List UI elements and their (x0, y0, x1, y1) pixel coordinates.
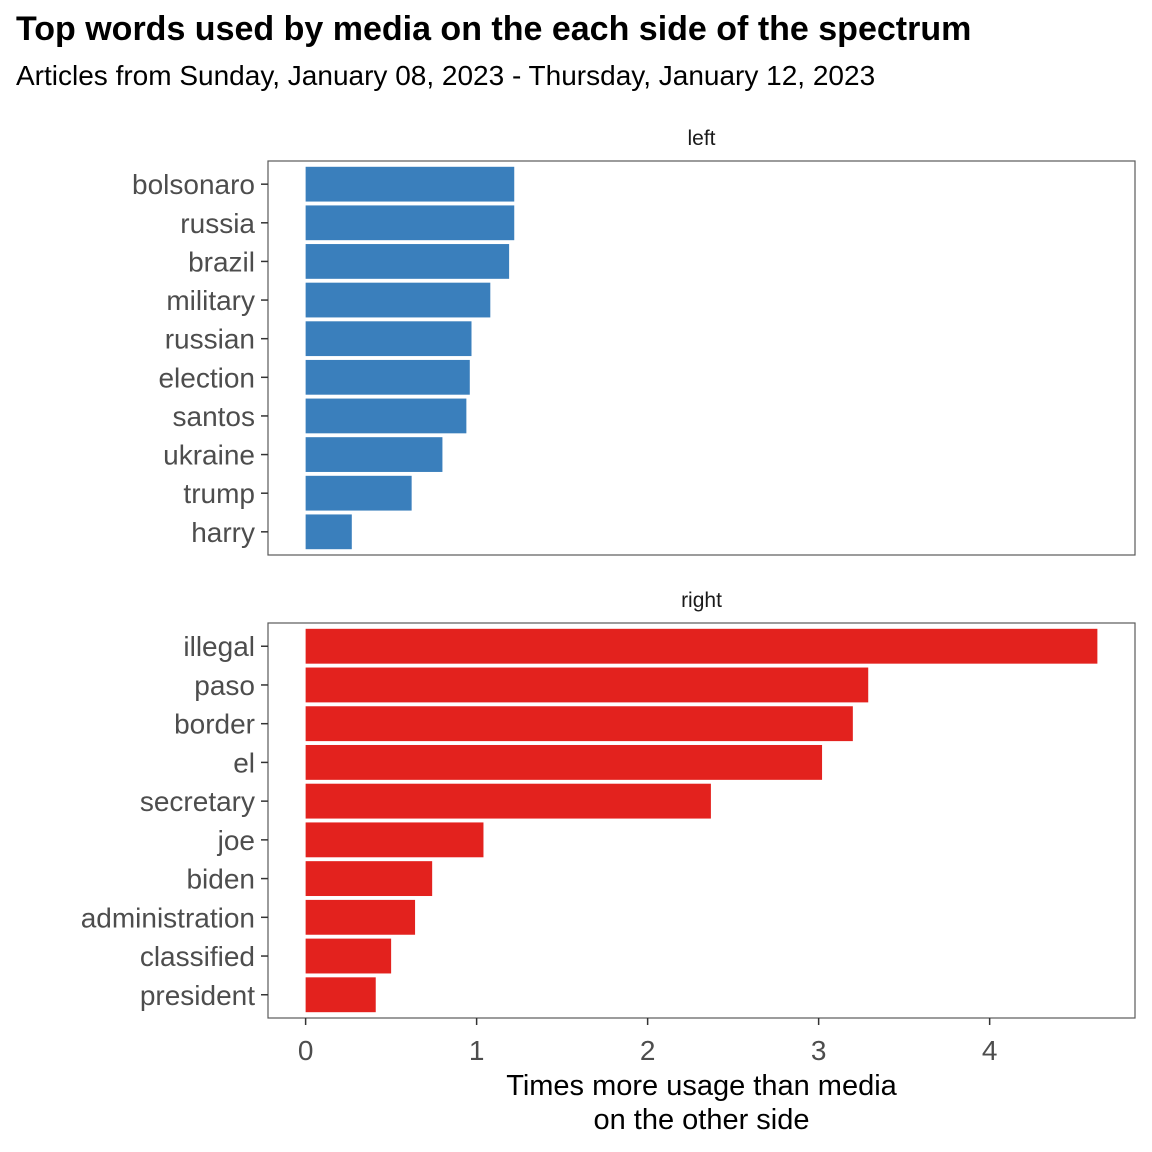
bar-left-trump (305, 475, 412, 511)
category-label: administration (81, 902, 255, 933)
bar-right-el (305, 744, 823, 780)
bar-left-santos (305, 398, 467, 434)
category-label: santos (173, 401, 256, 432)
bar-right-secretary (305, 783, 711, 819)
category-label: ukraine (163, 440, 255, 471)
bar-right-biden (305, 861, 433, 897)
chart-subtitle: Articles from Sunday, January 08, 2023 -… (16, 60, 876, 91)
bar-left-brazil (305, 244, 510, 279)
bar-left-russian (305, 321, 472, 357)
category-label: trump (183, 478, 255, 509)
category-label: military (166, 285, 255, 316)
bar-right-illegal (305, 628, 1098, 664)
bar-right-administration (305, 899, 416, 935)
bar-left-election (305, 359, 470, 395)
category-label: secretary (140, 786, 255, 817)
bar-left-bolsonaro (305, 166, 515, 202)
x-tick-label: 2 (640, 1035, 656, 1066)
category-label: el (233, 747, 255, 778)
facet-strip-label: left (687, 127, 715, 150)
x-tick-label: 3 (811, 1035, 827, 1066)
category-label: illegal (183, 631, 255, 662)
x-axis-title-line: Times more usage than media (506, 1070, 897, 1102)
x-tick-label: 1 (469, 1035, 485, 1066)
bar-right-paso (305, 667, 869, 703)
category-label: joe (217, 825, 255, 856)
panel-border (267, 622, 1136, 1019)
bar-right-border (305, 706, 853, 742)
category-label: election (158, 362, 255, 393)
bar-right-classified (305, 938, 392, 974)
bar-left-harry (305, 514, 352, 550)
category-label: border (174, 709, 255, 740)
category-label: russia (180, 208, 255, 239)
bar-left-russia (305, 205, 515, 241)
category-label: paso (194, 670, 255, 701)
bar-left-military (305, 282, 491, 318)
facet-strip-label: right (681, 589, 722, 612)
category-label: bolsonaro (132, 169, 255, 200)
category-label: harry (191, 517, 255, 548)
x-axis-title-line: on the other side (593, 1104, 809, 1136)
x-tick-label: 4 (982, 1035, 998, 1066)
category-label: brazil (188, 246, 255, 277)
category-label: president (140, 980, 255, 1011)
panel-border (267, 160, 1136, 556)
category-label: biden (186, 864, 255, 895)
chart-title: Top words used by media on the each side… (16, 10, 972, 48)
category-label: russian (165, 324, 255, 355)
bar-right-joe (305, 822, 484, 858)
bar-left-ukraine (305, 437, 443, 472)
bar-right-president (305, 977, 376, 1013)
category-label: classified (140, 941, 255, 972)
x-tick-label: 0 (298, 1035, 314, 1066)
